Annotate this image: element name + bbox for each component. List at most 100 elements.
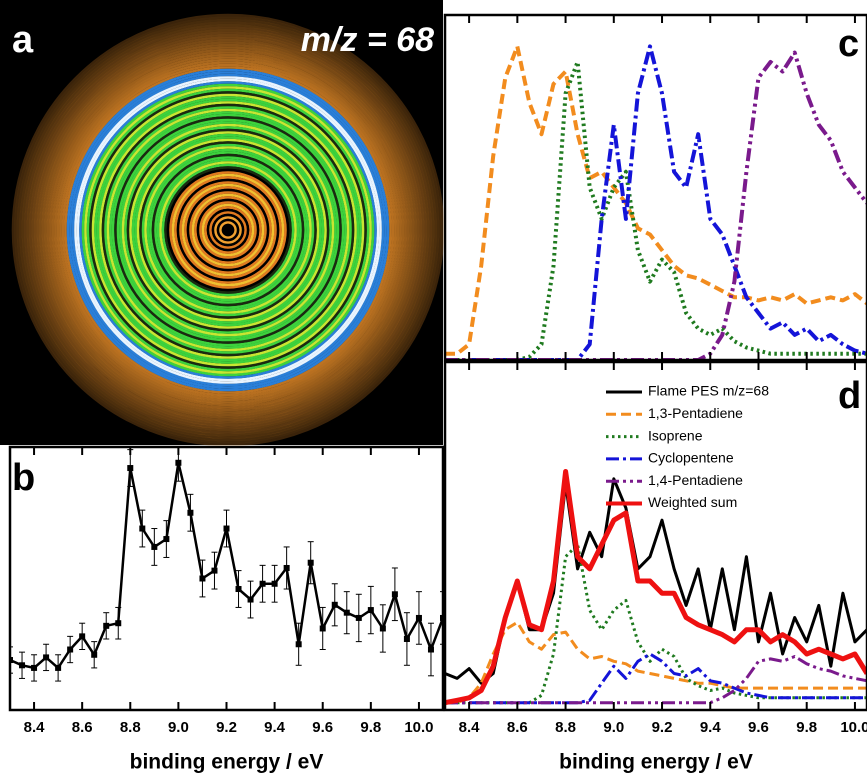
ring	[44, 46, 412, 414]
point	[343, 609, 350, 616]
ring	[116, 118, 340, 342]
ring	[144, 146, 312, 314]
legend-label: Isoprene	[648, 427, 703, 443]
point	[151, 543, 158, 550]
ring	[186, 188, 270, 272]
ring	[194, 196, 262, 264]
ring	[71, 73, 385, 387]
legend-label: Weighted sum	[648, 494, 737, 510]
ring	[191, 193, 265, 267]
ring	[204, 206, 252, 254]
x-axis-label: binding energy / eV	[130, 751, 324, 774]
ring	[146, 148, 310, 312]
point	[163, 536, 170, 543]
x-axis-label: binding energy / eV	[559, 751, 753, 774]
ring	[104, 106, 352, 354]
plot-frame	[443, 360, 867, 712]
ring	[119, 121, 337, 339]
ring	[106, 108, 350, 352]
x-tick-label: 9.0	[168, 719, 189, 736]
series-line	[445, 620, 867, 705]
point	[79, 633, 86, 640]
ring	[61, 63, 395, 397]
series-line	[445, 652, 867, 705]
ring	[54, 56, 402, 404]
ring	[86, 88, 370, 372]
point	[415, 614, 422, 621]
ring	[99, 101, 357, 359]
ring	[51, 53, 405, 407]
ring	[219, 221, 237, 239]
ring	[29, 31, 427, 429]
ring	[64, 66, 392, 394]
x-tick-label: 8.8	[120, 719, 141, 736]
series-line	[445, 543, 867, 705]
x-tick-label: 8.6	[72, 719, 93, 736]
ring	[41, 43, 415, 417]
plot-area	[445, 469, 867, 706]
ring	[209, 211, 247, 249]
ring	[81, 83, 375, 377]
x-tick-label: 9.6	[748, 719, 769, 736]
legend-label: Cyclopentene	[648, 450, 734, 466]
ring	[199, 201, 257, 259]
panel-label: c	[838, 23, 859, 65]
point	[319, 625, 326, 632]
point	[175, 459, 182, 466]
point	[115, 620, 122, 627]
point	[127, 465, 134, 472]
ring	[94, 96, 362, 364]
plot-frame	[443, 13, 867, 362]
point	[295, 641, 302, 648]
legend-label: Flame PES m/z=68	[648, 383, 769, 399]
point	[223, 525, 230, 532]
series-line	[445, 655, 867, 705]
x-tick-label: 8.4	[24, 719, 46, 736]
x-tick-label: 9.8	[360, 719, 381, 736]
series-line	[445, 50, 867, 360]
plot-frame	[8, 445, 445, 712]
point	[31, 664, 38, 671]
ring	[174, 176, 282, 284]
point	[391, 591, 398, 598]
ring	[134, 136, 322, 324]
panel-label: a	[12, 19, 34, 61]
series-line	[445, 60, 867, 360]
ring	[216, 218, 240, 242]
ring	[154, 156, 302, 304]
ring	[169, 171, 287, 289]
ring	[49, 51, 407, 409]
x-tick-label: 9.6	[312, 719, 333, 736]
x-tick-label: 9.4	[700, 719, 722, 736]
ring	[76, 78, 380, 382]
ring	[166, 168, 290, 292]
ring	[84, 86, 372, 374]
ring	[179, 181, 277, 279]
plot-area	[10, 447, 443, 682]
ring	[126, 128, 330, 332]
ring	[141, 143, 315, 317]
point	[367, 607, 374, 614]
ring	[109, 111, 347, 349]
point	[199, 575, 206, 582]
series-line	[445, 44, 867, 360]
ring	[161, 163, 295, 297]
point	[103, 622, 110, 629]
ring	[66, 68, 390, 392]
ring	[11, 13, 445, 447]
ring	[201, 203, 255, 257]
ring	[31, 33, 425, 427]
point	[355, 614, 362, 621]
ring	[89, 91, 367, 369]
point	[379, 625, 386, 632]
ring	[149, 151, 307, 309]
legend-label: 1,3-Pentadiene	[648, 405, 743, 421]
x-tick-label: 8.8	[555, 719, 576, 736]
point	[211, 567, 218, 574]
point	[427, 646, 434, 653]
ring	[206, 208, 250, 252]
point	[307, 559, 314, 566]
ring	[79, 81, 377, 379]
x-tick-label: 9.0	[603, 719, 624, 736]
